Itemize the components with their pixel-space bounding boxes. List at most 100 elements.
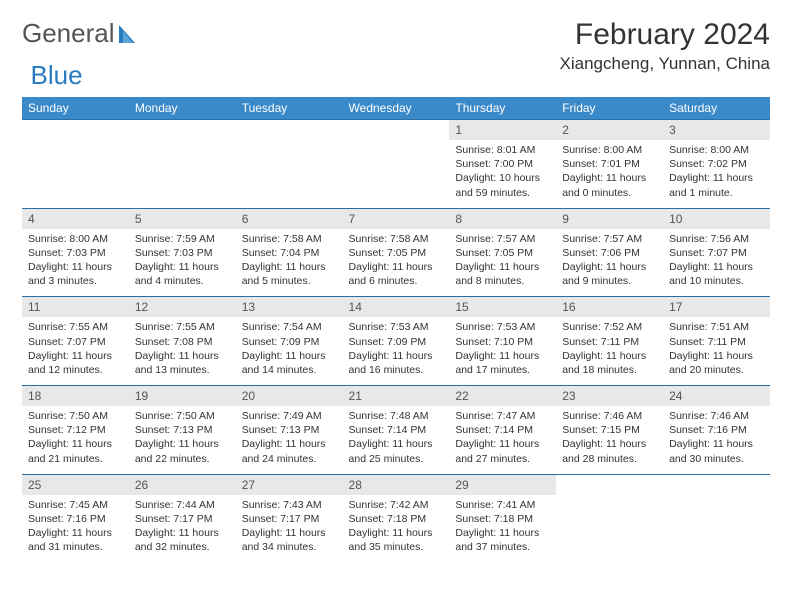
- day-number: 5: [129, 209, 236, 229]
- day-data: Sunrise: 7:44 AMSunset: 7:17 PMDaylight:…: [129, 495, 236, 563]
- day-data: Sunrise: 7:41 AMSunset: 7:18 PMDaylight:…: [449, 495, 556, 563]
- sunset-text: Sunset: 7:11 PM: [562, 335, 657, 349]
- day-data: Sunrise: 7:54 AMSunset: 7:09 PMDaylight:…: [236, 317, 343, 385]
- daylight-text: Daylight: 11 hours and 34 minutes.: [242, 526, 337, 554]
- sunset-text: Sunset: 7:17 PM: [135, 512, 230, 526]
- day-header-mon: Monday: [129, 97, 236, 119]
- daylight-text: Daylight: 11 hours and 31 minutes.: [28, 526, 123, 554]
- day-cell: 23Sunrise: 7:46 AMSunset: 7:15 PMDayligh…: [556, 386, 663, 475]
- day-data: Sunrise: 7:53 AMSunset: 7:10 PMDaylight:…: [449, 317, 556, 385]
- daylight-text: Daylight: 11 hours and 22 minutes.: [135, 437, 230, 465]
- sunset-text: Sunset: 7:18 PM: [455, 512, 550, 526]
- day-cell: 16 Sunrise: 7:52 AMSunset: 7:11 PMDayligh…: [556, 297, 663, 386]
- sunset-text: Sunset: 7:03 PM: [28, 246, 123, 260]
- day-number: 14: [343, 297, 450, 317]
- day-number: [663, 475, 770, 495]
- sunset-text: Sunset: 7:03 PM: [135, 246, 230, 260]
- day-number: 12: [129, 297, 236, 317]
- month-title: February 2024: [560, 18, 770, 52]
- daylight-text: Daylight: 11 hours and 10 minutes.: [669, 260, 764, 288]
- day-cell: 27Sunrise: 7:43 AMSunset: 7:17 PMDayligh…: [236, 474, 343, 562]
- day-data: Sunrise: 7:55 AMSunset: 7:07 PMDaylight:…: [22, 317, 129, 385]
- day-data: Sunrise: 7:58 AMSunset: 7:04 PMDaylight:…: [236, 229, 343, 297]
- sunrise-text: Sunrise: 7:53 AM: [349, 320, 444, 334]
- daylight-text: Daylight: 11 hours and 21 minutes.: [28, 437, 123, 465]
- day-cell: 29Sunrise: 7:41 AMSunset: 7:18 PMDayligh…: [449, 474, 556, 562]
- sunset-text: Sunset: 7:02 PM: [669, 157, 764, 171]
- daylight-text: Daylight: 11 hours and 27 minutes.: [455, 437, 550, 465]
- day-number: 9: [556, 209, 663, 229]
- day-cell: 1Sunrise: 8:01 AMSunset: 7:00 PMDaylight…: [449, 120, 556, 209]
- day-cell: [343, 120, 450, 209]
- sunset-text: Sunset: 7:15 PM: [562, 423, 657, 437]
- daylight-text: Daylight: 11 hours and 1 minute.: [669, 171, 764, 199]
- logo-sail-icon: [117, 23, 143, 45]
- title-block: February 2024 Xiangcheng, Yunnan, China: [560, 18, 770, 74]
- sunset-text: Sunset: 7:12 PM: [28, 423, 123, 437]
- day-cell: 5Sunrise: 7:59 AMSunset: 7:03 PMDaylight…: [129, 208, 236, 297]
- day-cell: 8Sunrise: 7:57 AMSunset: 7:05 PMDaylight…: [449, 208, 556, 297]
- sunrise-text: Sunrise: 7:52 AM: [562, 320, 657, 334]
- day-cell: 11Sunrise: 7:55 AMSunset: 7:07 PMDayligh…: [22, 297, 129, 386]
- sunrise-text: Sunrise: 7:44 AM: [135, 498, 230, 512]
- day-number: 16: [556, 297, 663, 317]
- day-data: Sunrise: 7:59 AMSunset: 7:03 PMDaylight:…: [129, 229, 236, 297]
- day-cell: 15Sunrise: 7:53 AMSunset: 7:10 PMDayligh…: [449, 297, 556, 386]
- day-number: [22, 120, 129, 140]
- daylight-text: Daylight: 11 hours and 18 minutes.: [562, 349, 657, 377]
- day-number: [556, 475, 663, 495]
- calendar-weeks: 1Sunrise: 8:01 AMSunset: 7:00 PMDaylight…: [22, 119, 770, 562]
- day-number: 2: [556, 120, 663, 140]
- day-cell: 13Sunrise: 7:54 AMSunset: 7:09 PMDayligh…: [236, 297, 343, 386]
- sunrise-text: Sunrise: 7:53 AM: [455, 320, 550, 334]
- week-row: 18Sunrise: 7:50 AMSunset: 7:12 PMDayligh…: [22, 386, 770, 475]
- day-number: 10: [663, 209, 770, 229]
- daylight-text: Daylight: 11 hours and 8 minutes.: [455, 260, 550, 288]
- day-number: 4: [22, 209, 129, 229]
- daylight-text: Daylight: 11 hours and 6 minutes.: [349, 260, 444, 288]
- sunrise-text: Sunrise: 7:48 AM: [349, 409, 444, 423]
- day-cell: 4Sunrise: 8:00 AMSunset: 7:03 PMDaylight…: [22, 208, 129, 297]
- day-cell: [236, 120, 343, 209]
- day-header-thu: Thursday: [449, 97, 556, 119]
- sunset-text: Sunset: 7:13 PM: [135, 423, 230, 437]
- day-number: 25: [22, 475, 129, 495]
- day-number: 22: [449, 386, 556, 406]
- sunset-text: Sunset: 7:00 PM: [455, 157, 550, 171]
- sunrise-text: Sunrise: 7:50 AM: [135, 409, 230, 423]
- sunrise-text: Sunrise: 7:54 AM: [242, 320, 337, 334]
- sunrise-text: Sunrise: 7:47 AM: [455, 409, 550, 423]
- day-data: Sunrise: 7:43 AMSunset: 7:17 PMDaylight:…: [236, 495, 343, 563]
- week-row: 25Sunrise: 7:45 AMSunset: 7:16 PMDayligh…: [22, 474, 770, 562]
- sunrise-text: Sunrise: 7:57 AM: [455, 232, 550, 246]
- day-cell: 6Sunrise: 7:58 AMSunset: 7:04 PMDaylight…: [236, 208, 343, 297]
- logo-text-general: General: [22, 18, 115, 49]
- daylight-text: Daylight: 11 hours and 30 minutes.: [669, 437, 764, 465]
- sunrise-text: Sunrise: 8:01 AM: [455, 143, 550, 157]
- sunrise-text: Sunrise: 7:50 AM: [28, 409, 123, 423]
- sunrise-text: Sunrise: 7:57 AM: [562, 232, 657, 246]
- day-number: [236, 120, 343, 140]
- day-cell: 21Sunrise: 7:48 AMSunset: 7:14 PMDayligh…: [343, 386, 450, 475]
- day-cell: 3Sunrise: 8:00 AMSunset: 7:02 PMDaylight…: [663, 120, 770, 209]
- daylight-text: Daylight: 11 hours and 16 minutes.: [349, 349, 444, 377]
- day-number: [343, 120, 450, 140]
- sunset-text: Sunset: 7:14 PM: [349, 423, 444, 437]
- sunrise-text: Sunrise: 7:56 AM: [669, 232, 764, 246]
- day-cell: 14Sunrise: 7:53 AMSunset: 7:09 PMDayligh…: [343, 297, 450, 386]
- daylight-text: Daylight: 11 hours and 0 minutes.: [562, 171, 657, 199]
- sunset-text: Sunset: 7:09 PM: [242, 335, 337, 349]
- day-number: 24: [663, 386, 770, 406]
- daylight-text: Daylight: 11 hours and 25 minutes.: [349, 437, 444, 465]
- day-number: 18: [22, 386, 129, 406]
- daylight-text: Daylight: 11 hours and 4 minutes.: [135, 260, 230, 288]
- daylight-text: Daylight: 11 hours and 5 minutes.: [242, 260, 337, 288]
- day-number: 13: [236, 297, 343, 317]
- day-header-row: Sunday Monday Tuesday Wednesday Thursday…: [22, 97, 770, 119]
- day-data: Sunrise: 7:57 AMSunset: 7:06 PMDaylight:…: [556, 229, 663, 297]
- daylight-text: Daylight: 11 hours and 37 minutes.: [455, 526, 550, 554]
- week-row: 11Sunrise: 7:55 AMSunset: 7:07 PMDayligh…: [22, 297, 770, 386]
- day-data: Sunrise: 7:58 AMSunset: 7:05 PMDaylight:…: [343, 229, 450, 297]
- daylight-text: Daylight: 11 hours and 28 minutes.: [562, 437, 657, 465]
- day-number: 8: [449, 209, 556, 229]
